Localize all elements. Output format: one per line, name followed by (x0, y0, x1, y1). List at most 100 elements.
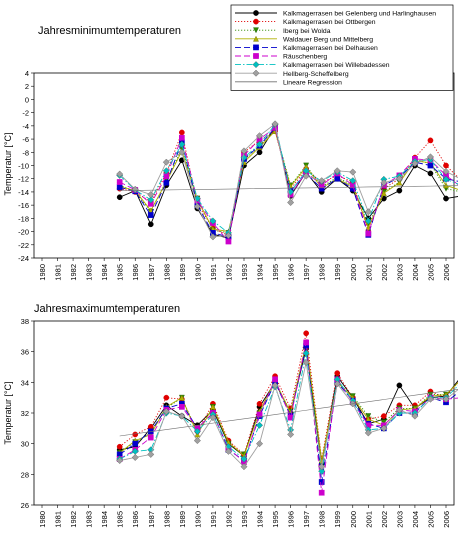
x-tick-label: 1989 (178, 511, 187, 528)
data-point (193, 202, 201, 210)
data-point (131, 453, 139, 461)
data-point (396, 187, 403, 194)
data-point (209, 217, 217, 225)
x-tick-label: 2001 (364, 264, 373, 281)
data-point (364, 217, 372, 225)
data-point (256, 149, 263, 156)
y-tick-label: -4 (22, 122, 29, 131)
data-point (318, 463, 326, 471)
legend-entry-label: Räuschenberg (283, 54, 327, 61)
plot-frame (33, 320, 455, 506)
y-tick-label: -24 (18, 254, 29, 263)
data-point (302, 349, 310, 357)
x-tick-label: 2005 (426, 511, 435, 528)
data-point (224, 447, 232, 455)
data-point (364, 429, 372, 437)
data-point (256, 132, 264, 140)
data-point (302, 172, 310, 180)
data-point (132, 431, 139, 438)
chart-title: Jahresminimumtemperaturen (38, 25, 181, 37)
data-point (380, 179, 388, 187)
series-line (119, 130, 458, 233)
x-tick-label: 2004 (411, 264, 420, 281)
legend: Kalkmagerrasen bei Gelenberg und Harling… (230, 4, 454, 91)
series-line (119, 126, 458, 239)
series-line (119, 342, 458, 461)
x-tick-label: 1991 (209, 264, 218, 281)
chart-title: Jahresmaximumtemperaturen (34, 303, 180, 315)
data-point (131, 185, 139, 193)
x-tick-label: 1999 (333, 264, 342, 281)
data-point (193, 427, 201, 435)
data-point (240, 455, 248, 463)
data-point (318, 177, 326, 185)
data-point (116, 184, 123, 191)
data-point (411, 160, 419, 168)
x-tick-label: 2002 (380, 511, 389, 528)
data-point (162, 407, 170, 415)
x-tick-label: 1980 (38, 264, 47, 281)
data-point (334, 175, 341, 182)
data-point (349, 177, 357, 185)
data-point (116, 443, 123, 450)
data-point (178, 394, 185, 401)
y-tick-label: -2 (22, 109, 29, 118)
data-point (163, 179, 170, 186)
y-tick-label: -20 (18, 228, 29, 237)
x-tick-label: 1997 (302, 264, 311, 281)
data-point (427, 162, 434, 169)
data-point (256, 421, 264, 429)
data-point (147, 434, 154, 441)
legend-entry-label: Iberg bei Wolda (283, 28, 331, 35)
y-tick-label: 30 (21, 440, 29, 449)
y-tick-label: 0 (25, 95, 29, 104)
data-point (442, 175, 450, 183)
data-point (333, 167, 341, 175)
x-tick-label: 1985 (116, 511, 125, 528)
legend-entry-label: Lineare Regression (283, 79, 342, 86)
y-tick-label: 4 (25, 69, 29, 78)
data-point (178, 140, 186, 148)
data-point (178, 148, 186, 156)
data-point (256, 411, 263, 418)
data-point (193, 437, 201, 445)
y-tick-label: -16 (18, 201, 29, 210)
data-point (256, 400, 263, 407)
x-tick-label: 2004 (411, 511, 420, 528)
data-point (162, 158, 170, 166)
data-point (333, 380, 341, 388)
series-line (119, 123, 458, 238)
y-tick-label: -12 (18, 175, 29, 184)
data-point (396, 179, 403, 186)
data-point (178, 134, 185, 141)
x-tick-label: 2000 (349, 511, 358, 528)
x-tick-label: 1995 (271, 264, 280, 281)
x-tick-label: 1983 (85, 511, 94, 528)
data-point (256, 440, 264, 448)
data-point (395, 175, 403, 183)
x-tick-label: 1992 (224, 511, 233, 528)
x-tick-label: 1988 (162, 264, 171, 281)
data-point (426, 153, 434, 161)
x-tick-label: 2002 (380, 264, 389, 281)
x-tick-label: 1997 (302, 511, 311, 528)
x-tick-label: 1990 (193, 264, 202, 281)
x-tick-label: 1992 (224, 264, 233, 281)
data-point (303, 339, 310, 346)
x-tick-label: 2006 (442, 264, 451, 281)
x-tick-label: 2006 (442, 511, 451, 528)
data-point (147, 221, 154, 228)
data-point (302, 358, 310, 366)
legend-marker (252, 69, 260, 77)
series-line (119, 333, 458, 460)
data-point (318, 479, 325, 485)
y-tick-label: 34 (21, 378, 29, 387)
x-tick-label: 1985 (116, 264, 125, 281)
x-tick-label: 1993 (240, 511, 249, 528)
data-point (178, 404, 185, 410)
x-tick-label: 2003 (395, 264, 404, 281)
regression-line (119, 185, 458, 191)
data-point (426, 395, 434, 403)
x-tick-label: 1983 (85, 264, 94, 281)
y-tick-label: -22 (18, 241, 29, 250)
